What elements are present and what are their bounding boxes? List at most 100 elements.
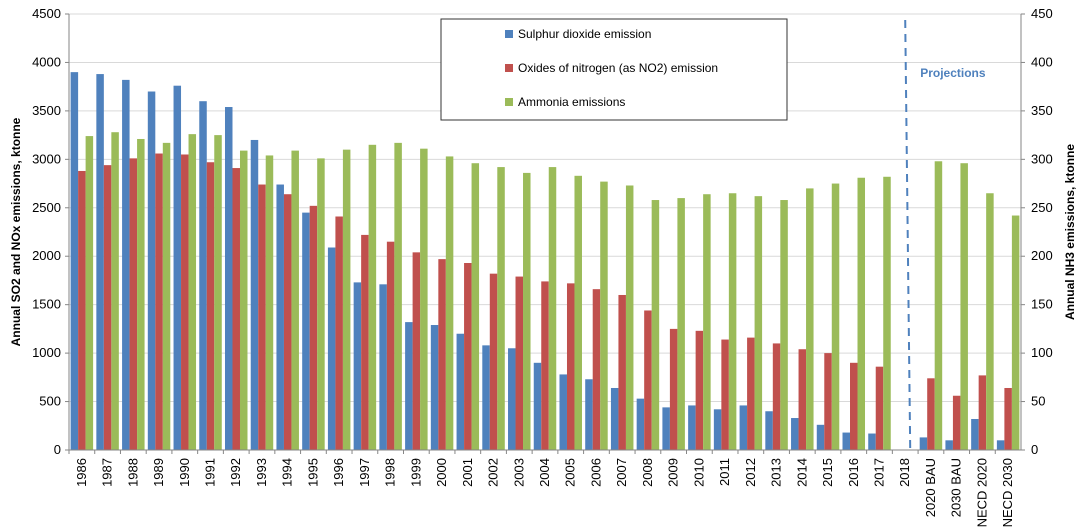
y-tick-label-left: 4000 [32, 54, 61, 69]
bar-oxides-of-nitrogen-as-no2-emission-1993 [258, 184, 266, 450]
bar-ammonia-emissions-1995 [317, 158, 325, 450]
bar-oxides-of-nitrogen-as-no2-emission-1999 [412, 252, 421, 450]
bar-sulphur-dioxide-emission-1992 [224, 107, 233, 450]
x-tick-label: 2020 BAU [923, 458, 938, 517]
bar-sulphur-dioxide-emission-2014 [791, 418, 799, 450]
y-tick-label-right: 0 [1031, 442, 1038, 457]
bar-ammonia-emissions-1986 [85, 136, 94, 450]
bar-ammonia-emissions-2011 [728, 193, 737, 450]
bar-sulphur-dioxide-emission-2002 [482, 345, 490, 450]
bar-sulphur-dioxide-emission-1997 [353, 282, 362, 450]
x-tick-label: 2008 [640, 458, 655, 487]
x-tick-label: 2009 [666, 458, 681, 487]
bars [70, 72, 1020, 451]
bar-oxides-of-nitrogen-as-no2-emission-2001 [464, 263, 472, 450]
legend: Sulphur dioxide emission Oxides of nitrog… [440, 18, 788, 121]
bar-ammonia-emissions-1994 [291, 150, 299, 450]
bar-oxides-of-nitrogen-as-no2-emission-2010 [695, 330, 704, 450]
bar-oxides-of-nitrogen-as-no2-emission-1986 [78, 170, 86, 450]
x-tick-label: 1988 [125, 458, 140, 487]
x-tick-label: 2011 [717, 458, 732, 486]
bar-sulphur-dioxide-emission-2020-bau [919, 437, 928, 450]
bar-sulphur-dioxide-emission-2013 [765, 411, 773, 450]
bar-ammonia-emissions-2012 [754, 196, 763, 450]
bar-oxides-of-nitrogen-as-no2-emission-2012 [747, 337, 755, 450]
y-tick-label-right: 250 [1031, 200, 1053, 215]
bar-ammonia-emissions-1993 [265, 155, 274, 451]
bar-ammonia-emissions-1989 [162, 142, 171, 450]
bar-ammonia-emissions-2009 [677, 198, 685, 450]
bar-oxides-of-nitrogen-as-no2-emission-2013 [772, 343, 781, 450]
bar-ammonia-emissions-2007 [625, 185, 634, 450]
legend-swatch [505, 30, 513, 38]
legend-box [440, 18, 788, 121]
bar-oxides-of-nitrogen-as-no2-emission-1988 [129, 158, 138, 450]
bar-sulphur-dioxide-emission-necd-2020 [971, 418, 979, 450]
bar-oxides-of-nitrogen-as-no2-emission-2009 [669, 328, 678, 450]
projections-label: Projections [920, 66, 986, 80]
bar-oxides-of-nitrogen-as-no2-emission-2017 [875, 366, 884, 450]
bar-sulphur-dioxide-emission-2001 [456, 333, 465, 450]
y-tick-label-left: 3500 [32, 103, 61, 118]
x-tick-label: 2012 [743, 458, 758, 487]
x-tick-label: 2015 [820, 458, 835, 487]
y-tick-label-left: 1500 [32, 297, 61, 312]
bar-oxides-of-nitrogen-as-no2-emission-2006 [592, 289, 601, 450]
bar-sulphur-dioxide-emission-2011 [713, 409, 722, 450]
y-tick-label-right: 450 [1031, 6, 1053, 21]
bar-sulphur-dioxide-emission-2005 [559, 374, 567, 450]
bar-sulphur-dioxide-emission-1995 [302, 212, 310, 450]
y-tick-label-left: 500 [39, 394, 61, 409]
legend-label: Sulphur dioxide emission [518, 27, 651, 41]
x-tick-label: 1999 [408, 458, 423, 487]
legend-label: Ammonia emissions [518, 95, 625, 109]
bar-ammonia-emissions-2002 [497, 167, 505, 450]
bar-sulphur-dioxide-emission-1987 [96, 74, 104, 451]
x-tick-label: 1998 [383, 458, 398, 487]
bar-ammonia-emissions-2020-bau [934, 161, 943, 450]
bar-sulphur-dioxide-emission-1996 [327, 247, 336, 450]
y-tick-label-left: 4500 [32, 6, 61, 21]
bar-sulphur-dioxide-emission-1990 [173, 85, 182, 450]
y-tick-label-right: 300 [1031, 151, 1053, 166]
bar-ammonia-emissions-1991 [214, 135, 222, 450]
bar-oxides-of-nitrogen-as-no2-emission-1990 [181, 154, 189, 450]
legend-label: Oxides of nitrogen (as NO2) emission [518, 61, 718, 75]
x-tick-label: 2017 [871, 458, 886, 487]
x-tick-label: 1995 [305, 458, 320, 487]
bar-sulphur-dioxide-emission-1988 [122, 79, 130, 450]
bar-oxides-of-nitrogen-as-no2-emission-2014 [798, 349, 807, 450]
bar-ammonia-emissions-1992 [239, 150, 248, 450]
y-tick-label-left: 0 [54, 442, 61, 457]
legend-swatch [505, 64, 513, 72]
bar-sulphur-dioxide-emission-1986 [70, 72, 79, 450]
bar-ammonia-emissions-2003 [523, 172, 531, 451]
x-tick-label: 1992 [228, 458, 243, 487]
bar-sulphur-dioxide-emission-1999 [405, 322, 413, 450]
x-tick-label: 2018 [897, 458, 912, 487]
x-tick-label: 2016 [846, 458, 861, 487]
x-tick-label: NECD 2030 [1000, 458, 1015, 527]
bar-ammonia-emissions-1999 [420, 148, 428, 451]
bar-oxides-of-nitrogen-as-no2-emission-2011 [721, 339, 729, 450]
bar-oxides-of-nitrogen-as-no2-emission-2005 [566, 283, 575, 450]
y-tick-label-right: 150 [1031, 297, 1053, 312]
bar-oxides-of-nitrogen-as-no2-emission-1989 [155, 153, 163, 450]
projections-divider-line [904, 19, 912, 451]
bar-ammonia-emissions-2005 [574, 175, 582, 450]
bar-ammonia-emissions-2008 [651, 200, 660, 450]
bar-ammonia-emissions-2004 [548, 167, 557, 450]
axes: 0 500 1000 1500 2000 2500 3000 3500 4000 4500 0 50 1… [32, 6, 1053, 527]
bar-oxides-of-nitrogen-as-no2-emission-necd-2020 [978, 375, 987, 450]
x-tick-label: 2001 [460, 458, 475, 487]
bar-sulphur-dioxide-emission-2017 [868, 433, 876, 450]
bar-oxides-of-nitrogen-as-no2-emission-1991 [206, 162, 215, 451]
bar-sulphur-dioxide-emission-necd-2030 [996, 440, 1005, 450]
bar-sulphur-dioxide-emission-1991 [199, 101, 207, 450]
bar-sulphur-dioxide-emission-2008 [636, 398, 645, 450]
bar-ammonia-emissions-2010 [703, 194, 711, 450]
bar-oxides-of-nitrogen-as-no2-emission-1995 [309, 205, 318, 450]
bar-oxides-of-nitrogen-as-no2-emission-necd-2030 [1004, 387, 1012, 450]
bar-ammonia-emissions-2016 [857, 177, 866, 450]
bar-oxides-of-nitrogen-as-no2-emission-1987 [103, 165, 112, 450]
